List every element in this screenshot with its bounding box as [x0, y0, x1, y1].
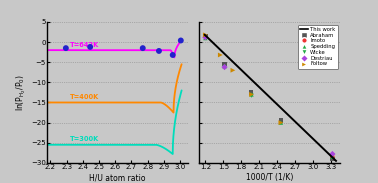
Point [329, 155, 335, 158]
Text: T=300K: T=300K [70, 136, 99, 142]
Text: T=400K: T=400K [70, 94, 99, 100]
Point [222, 65, 228, 68]
X-axis label: H/U atom ratio: H/U atom ratio [90, 173, 146, 182]
Point [178, 39, 184, 42]
Point [230, 69, 236, 72]
Point [217, 53, 223, 56]
Point [329, 155, 335, 158]
Text: T=642K: T=642K [70, 42, 99, 48]
Point [202, 37, 208, 40]
Point [202, 35, 208, 38]
Point [248, 94, 254, 97]
Point [248, 93, 254, 96]
Point [140, 47, 146, 50]
Point [222, 66, 228, 69]
Point [278, 121, 284, 124]
Point [329, 157, 335, 160]
Point [278, 119, 284, 122]
Point [63, 47, 69, 50]
Point [278, 121, 284, 124]
X-axis label: 1000/T (1/K): 1000/T (1/K) [246, 173, 293, 182]
Point [170, 53, 176, 56]
Point [222, 63, 228, 66]
Y-axis label: ln(P$_\mathsf{H_2}$/P$_\mathsf{0}$): ln(P$_\mathsf{H_2}$/P$_\mathsf{0}$) [15, 74, 28, 111]
Point [202, 33, 208, 36]
Point [248, 93, 254, 96]
Point [87, 45, 93, 48]
Point [156, 49, 162, 52]
Point [202, 36, 208, 39]
Point [222, 66, 228, 68]
Point [329, 153, 335, 156]
Point [248, 91, 254, 94]
Legend: This work, Abraham, Imoto, Spedding, Wicke, Destriau, Foltow: This work, Abraham, Imoto, Spedding, Wic… [297, 25, 338, 69]
